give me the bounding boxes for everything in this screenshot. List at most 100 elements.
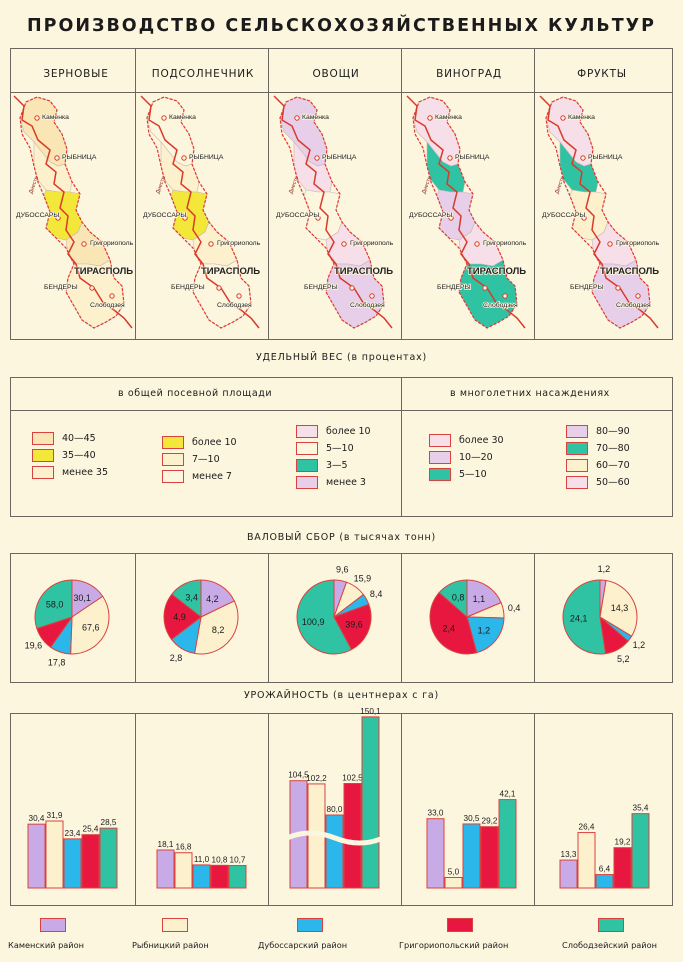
bar-panel [10, 713, 673, 906]
legend-label: 70—80 [596, 443, 630, 454]
pie-label: 5,2 [617, 654, 630, 664]
district-label-dub: Дубоссарский район [258, 940, 348, 950]
maps-divider-4 [534, 48, 535, 340]
city-marker-bendery [216, 285, 222, 291]
bar-value-label: 10,7 [230, 856, 246, 865]
pie-label: 3,4 [185, 593, 198, 603]
pie-label: 39,6 [345, 620, 363, 630]
city-marker-kamenka [560, 115, 566, 121]
legend-panel [10, 377, 673, 517]
city-label-rybnitsa: РЫБНИЦА [62, 154, 97, 161]
city-marker-kamenka [427, 115, 433, 121]
river-label: Днестр [554, 176, 566, 195]
city-marker-rybnitsa [314, 155, 320, 161]
legend-swatch [296, 442, 318, 455]
city-label-grigoriopol: Григориополь [90, 240, 134, 247]
pie-label: 8,2 [212, 625, 225, 635]
yield-bar [613, 847, 632, 889]
bar-value-label: 33,0 [428, 809, 444, 818]
legend-swatch [296, 425, 318, 438]
district-swatch-kamen [40, 918, 66, 932]
city-marker-tiraspol [230, 267, 236, 273]
pie-slice [429, 591, 478, 655]
legend-label: 60—70 [596, 460, 630, 471]
city-marker-bendery [89, 285, 95, 291]
bar-value-label: 150,1 [360, 707, 381, 716]
legend-swatch [296, 476, 318, 489]
city-marker-grigoriopol [607, 241, 613, 247]
city-marker-slobodzeya [502, 293, 508, 299]
city-label-rybnitsa: РЫБНИЦА [322, 154, 357, 161]
legend-label: 5—10 [326, 443, 354, 454]
city-marker-grigoriopol [341, 241, 347, 247]
legend-label: более 30 [459, 435, 504, 446]
city-marker-rybnitsa [54, 155, 60, 161]
bar-value-label: 10,8 [212, 855, 228, 864]
city-marker-grigoriopol [81, 241, 87, 247]
legend-label: более 10 [326, 426, 371, 437]
dniester-river [539, 95, 659, 329]
pie-label: 1,2 [633, 640, 646, 650]
bar-value-label: 104,5 [288, 771, 309, 780]
legend-swatch [162, 470, 184, 483]
legend-label: 10—20 [459, 452, 493, 463]
city-marker-tiraspol [496, 267, 502, 273]
district-label-kamen: Каменский район [8, 940, 84, 950]
legend-swatch [32, 432, 54, 445]
city-label-bendery: БЕНДЕРЫ [171, 284, 205, 291]
bar-value-label: 26,4 [579, 823, 595, 832]
bar-value-label: 23,4 [65, 829, 81, 838]
bar-value-label: 16,8 [176, 843, 192, 852]
city-label-slobodzeya: Слободзея [616, 301, 651, 309]
bar-value-label: 6,4 [599, 865, 611, 874]
city-marker-slobodzeya [236, 293, 242, 299]
legend-label: более 10 [192, 437, 237, 448]
bar-value-label: 30,4 [29, 814, 45, 823]
city-marker-dubossary [581, 215, 587, 221]
yield-bar [559, 859, 578, 889]
yield-bar [192, 864, 211, 889]
city-label-dubossary: ДУБОССАРЫ [143, 212, 186, 219]
pie-label: 24,1 [570, 614, 588, 624]
legend-swatch [429, 468, 451, 481]
pie-slice [200, 579, 236, 618]
city-marker-bendery [482, 285, 488, 291]
map-grain: Днестр Каменка РЫБНИЦА ДУБОССАРЫ Григориопол… [13, 95, 134, 329]
maps-panel [10, 48, 673, 340]
pie-label: 4,9 [173, 612, 186, 622]
pie-label: 0,4 [508, 603, 521, 613]
bar-divider-3 [401, 713, 402, 906]
pie-label: 2,4 [443, 623, 456, 633]
pie-slice [194, 600, 239, 655]
legend-swatch [566, 425, 588, 438]
yield-bar [210, 864, 229, 889]
map-grapes: Днестр Каменка РЫБНИЦА ДУБОССАРЫ Григориопол… [406, 95, 527, 329]
city-marker-dubossary [182, 215, 188, 221]
legend-header-sown: в общей посевной площади [118, 388, 273, 399]
city-label-dubossary: ДУБОССАРЫ [409, 212, 452, 219]
bar-divider-4 [534, 713, 535, 906]
district-swatch-slob [598, 918, 624, 932]
city-label-slobodzeya: Слободзея [217, 301, 252, 309]
yield-bar [325, 814, 344, 889]
pie-slice [34, 579, 73, 630]
legend-swatch [566, 442, 588, 455]
city-label-dubossary: ДУБОССАРЫ [16, 212, 59, 219]
bar-value-label: 5,0 [448, 868, 460, 877]
legend-swatch [296, 459, 318, 472]
city-label-kamenka: Каменка [435, 114, 462, 121]
legend-label: менее 7 [192, 471, 232, 482]
city-label-tiraspol: ТИРАСПОЛЬ [467, 266, 526, 277]
dniester-river [273, 95, 393, 329]
city-label-bendery: БЕНДЕРЫ [304, 284, 338, 291]
harvest-section-title: ВАЛОВЫЙ СБОР (в тысячах тонн) [246, 532, 437, 543]
pie-slice [163, 593, 202, 641]
yield-bar [174, 852, 193, 889]
legend-label: менее 35 [62, 467, 109, 478]
pie-slice [466, 579, 502, 618]
city-label-bendery: БЕНДЕРЫ [44, 284, 78, 291]
pie-panel [10, 553, 673, 683]
yield-bar [480, 826, 499, 889]
